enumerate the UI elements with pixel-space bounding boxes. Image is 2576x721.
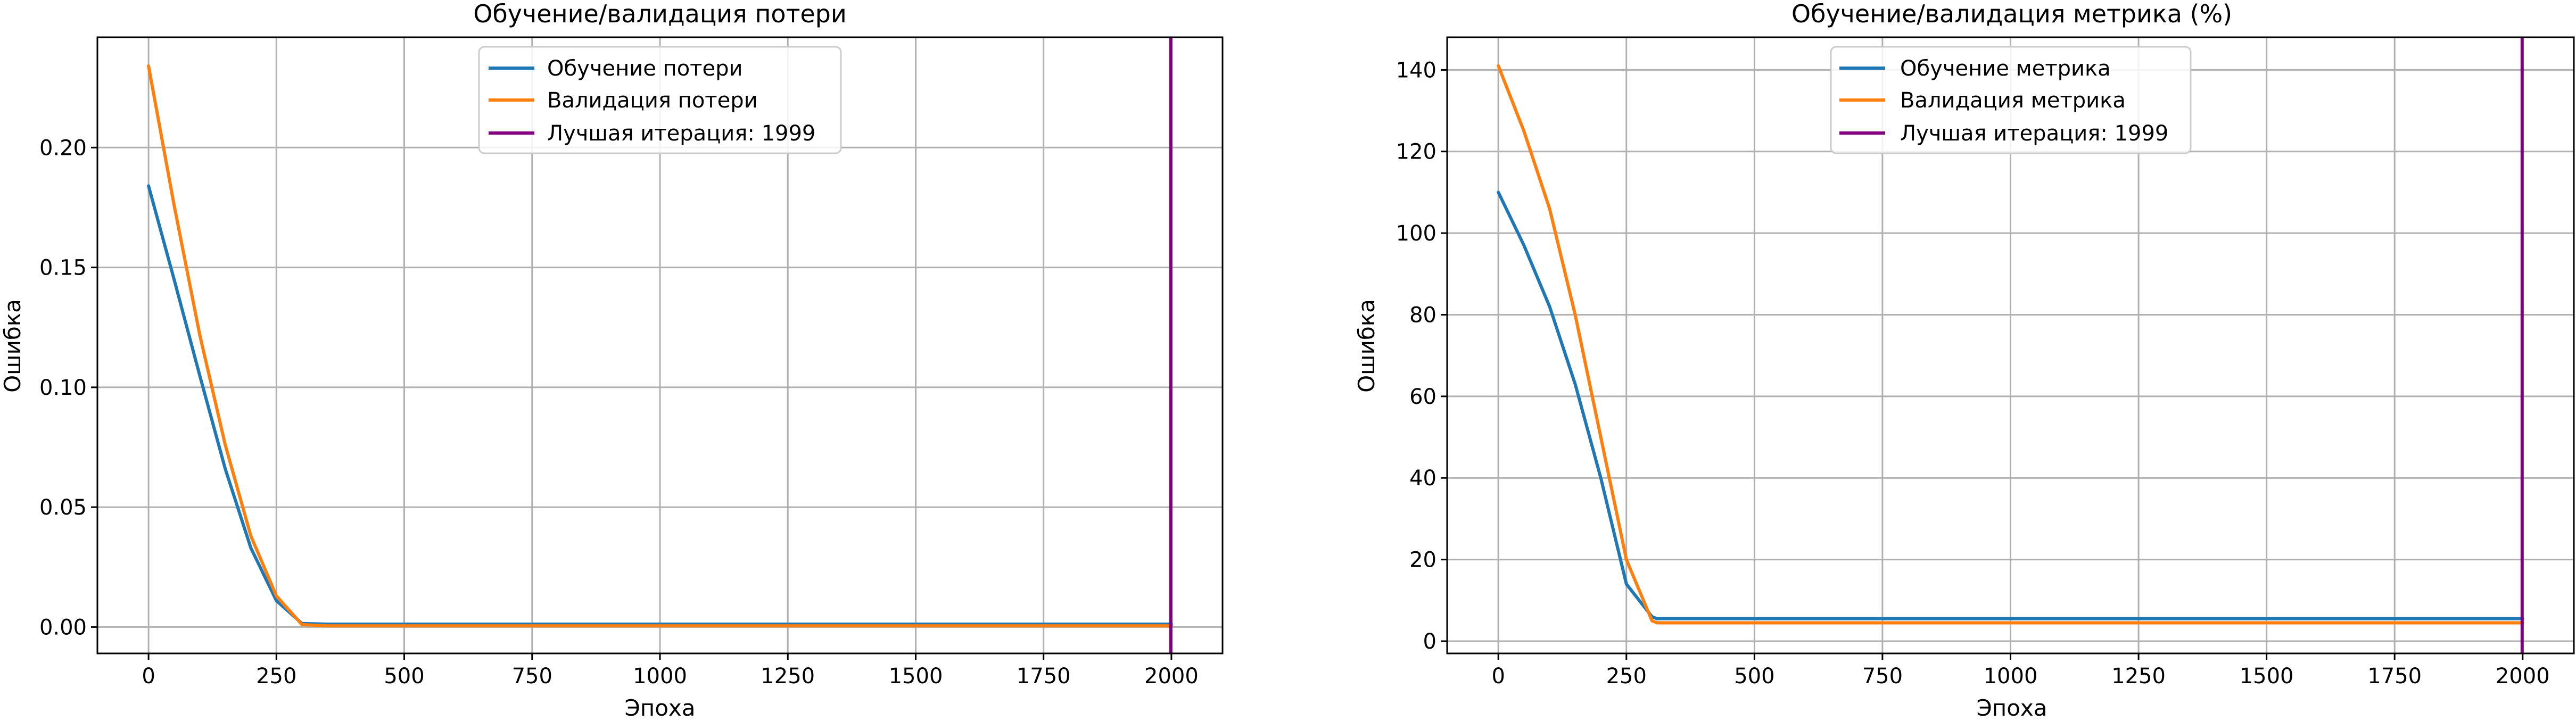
chart-title: Обучение/валидация метрика (%)	[1791, 0, 2232, 28]
x-axis-label: Эпоха	[624, 695, 695, 721]
plot-frame	[1446, 36, 2575, 654]
y-tick-label: 0.15	[39, 256, 87, 280]
chart-metric: Обучение/валидация метрика (%) 0 250 500 75…	[1353, 0, 2575, 721]
ticks: 0 250 500 750 1000 1250 1500 1750 2000 0 20 40 60 80 1…	[1396, 58, 2550, 689]
x-tick-label: 1500	[2240, 664, 2294, 689]
y-tick-label: 20	[1409, 548, 1436, 573]
y-tick-label: 0.20	[39, 136, 87, 160]
x-tick-label: 500	[384, 664, 424, 689]
x-tick-label: 0	[1491, 664, 1505, 689]
x-tick-label: 0	[142, 664, 155, 689]
y-tick-label: 0.05	[39, 495, 87, 520]
series-line-validation	[1497, 64, 2524, 625]
x-tick-label: 750	[512, 664, 552, 689]
x-tick-label: 250	[1606, 664, 1647, 689]
y-tick-label: 0.00	[39, 615, 87, 640]
x-tick-label: 2000	[1144, 664, 1199, 689]
legend-label-val: Валидация потери	[547, 88, 758, 113]
x-tick-label: 1000	[633, 664, 687, 689]
legend-label-best: Лучшая итерация: 1999	[1900, 121, 2168, 146]
legend-box	[1830, 46, 2192, 154]
x-axis-label: Эпоха	[1976, 695, 2047, 721]
series-line-validation	[147, 64, 1173, 628]
ticks: 0 250 500 750 1000 1250 1500 1750 2000 0.00 0.05 0.…	[39, 136, 1199, 689]
legend-label-best: Лучшая итерация: 1999	[547, 121, 815, 146]
x-tick-label: 1750	[2367, 664, 2422, 689]
y-tick-label: 0	[1423, 629, 1436, 654]
chart-loss: Обучение/валидация потери 0 250 500 750 1000…	[0, 0, 1224, 721]
legend: Обучение потери Валидация потери Лучшая …	[478, 46, 842, 154]
x-tick-label: 2000	[2496, 664, 2550, 689]
y-tick-label: 80	[1409, 303, 1436, 328]
y-tick-label: 0.10	[39, 376, 87, 400]
chart-title: Обучение/валидация потери	[473, 0, 847, 28]
x-tick-label: 1000	[1984, 664, 2038, 689]
x-tick-label: 1250	[2111, 664, 2166, 689]
x-tick-label: 500	[1734, 664, 1774, 689]
legend-label-train: Обучение потери	[547, 56, 742, 81]
legend: Обучение метрика Валидация метрика Лучша…	[1830, 46, 2192, 154]
y-tick-label: 100	[1396, 221, 1436, 246]
x-tick-label: 250	[256, 664, 296, 689]
y-tick-label: 60	[1409, 385, 1436, 409]
series	[1497, 37, 2524, 653]
legend-box	[478, 46, 842, 154]
y-tick-label: 140	[1396, 58, 1436, 82]
x-tick-label: 1250	[761, 664, 815, 689]
x-tick-label: 750	[1862, 664, 1903, 689]
x-tick-label: 1500	[889, 664, 943, 689]
y-tick-label: 120	[1396, 140, 1436, 164]
y-axis-label: Ошибка	[1353, 299, 1380, 393]
legend-label-val: Валидация метрика	[1900, 88, 2126, 113]
plot-frame	[96, 36, 1224, 654]
y-tick-label: 40	[1409, 466, 1436, 491]
series	[147, 37, 1173, 653]
legend-label-train: Обучение метрика	[1900, 56, 2111, 81]
y-axis-label: Ошибка	[0, 299, 26, 393]
x-tick-label: 1750	[1017, 664, 1071, 689]
